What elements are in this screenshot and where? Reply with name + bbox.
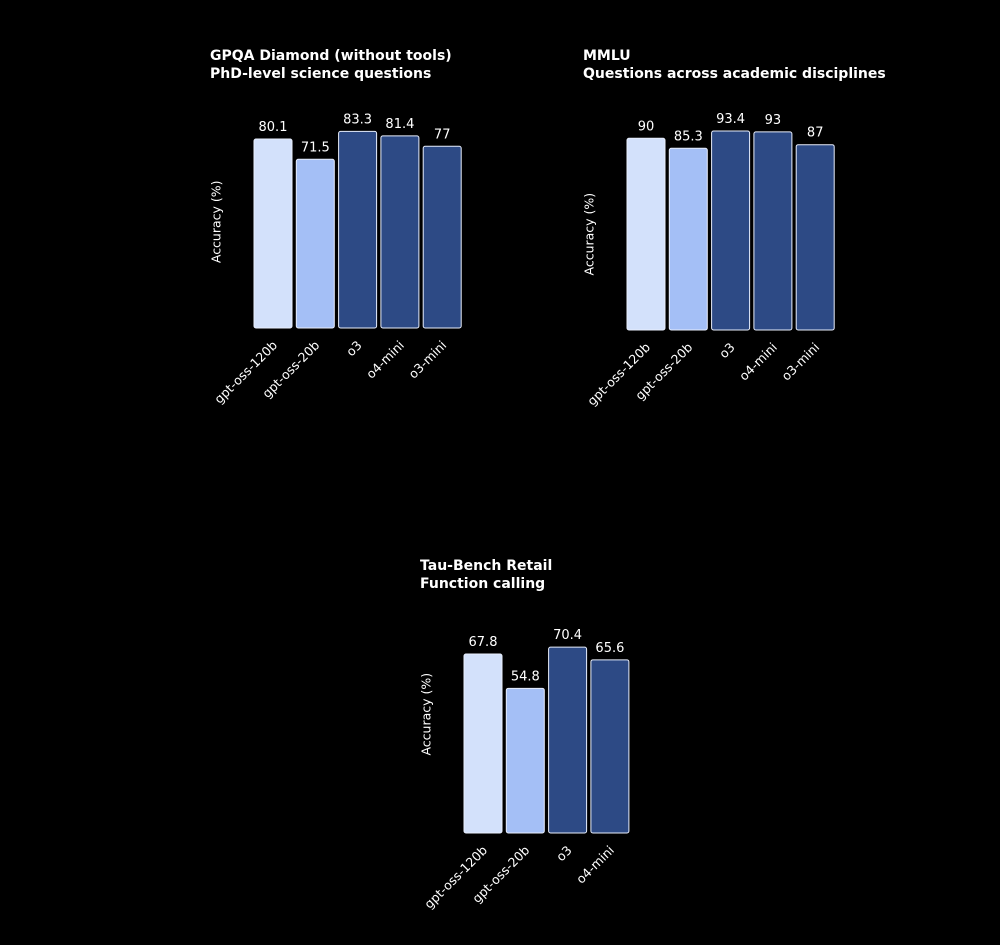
bar (626, 137, 666, 331)
y-axis-label: Accuracy (%) (209, 180, 224, 263)
bar (753, 131, 793, 331)
value-label: 85.3 (674, 129, 703, 144)
value-label: 83.3 (343, 112, 372, 127)
x-tick-label: o3-mini (778, 340, 822, 384)
value-label: 93.4 (716, 112, 745, 127)
chart-subtitle: Function calling (420, 576, 545, 592)
x-tick-label: o4-mini (363, 338, 407, 382)
bar (505, 687, 545, 834)
value-label: 80.1 (259, 120, 288, 135)
bar (795, 144, 835, 331)
bar (668, 147, 708, 331)
bar (590, 659, 630, 834)
bar (711, 130, 751, 331)
value-label: 54.8 (511, 669, 540, 684)
y-axis-label: Accuracy (%) (419, 673, 434, 756)
bar (295, 158, 335, 329)
value-label: 70.4 (553, 628, 582, 643)
bar (338, 130, 378, 329)
x-tick-label: o3 (716, 340, 738, 362)
chart-title: Tau-Bench Retail (420, 558, 552, 574)
value-label: 81.4 (385, 117, 414, 132)
value-label: 87 (807, 126, 824, 141)
bar (422, 145, 462, 329)
bar (253, 138, 293, 329)
x-tick-label: o3 (343, 338, 365, 360)
y-axis-label: Accuracy (%) (582, 193, 597, 276)
value-label: 65.6 (595, 641, 624, 656)
chart-title: MMLU (583, 48, 631, 64)
x-tick-label: o4-mini (573, 843, 617, 887)
value-label: 93 (765, 113, 782, 128)
chart-title: GPQA Diamond (without tools) (210, 48, 452, 64)
bar (463, 653, 503, 834)
bar (548, 646, 588, 834)
bar (380, 135, 420, 329)
x-tick-label: o3 (553, 843, 575, 865)
value-label: 67.8 (469, 635, 498, 650)
chart-subtitle: PhD-level science questions (210, 66, 431, 82)
x-tick-label: o4-mini (736, 340, 780, 384)
value-label: 71.5 (301, 140, 330, 155)
x-tick-label: o3-mini (405, 338, 449, 382)
value-label: 90 (638, 119, 655, 134)
value-label: 77 (434, 127, 451, 142)
chart-subtitle: Questions across academic disciplines (583, 66, 886, 82)
